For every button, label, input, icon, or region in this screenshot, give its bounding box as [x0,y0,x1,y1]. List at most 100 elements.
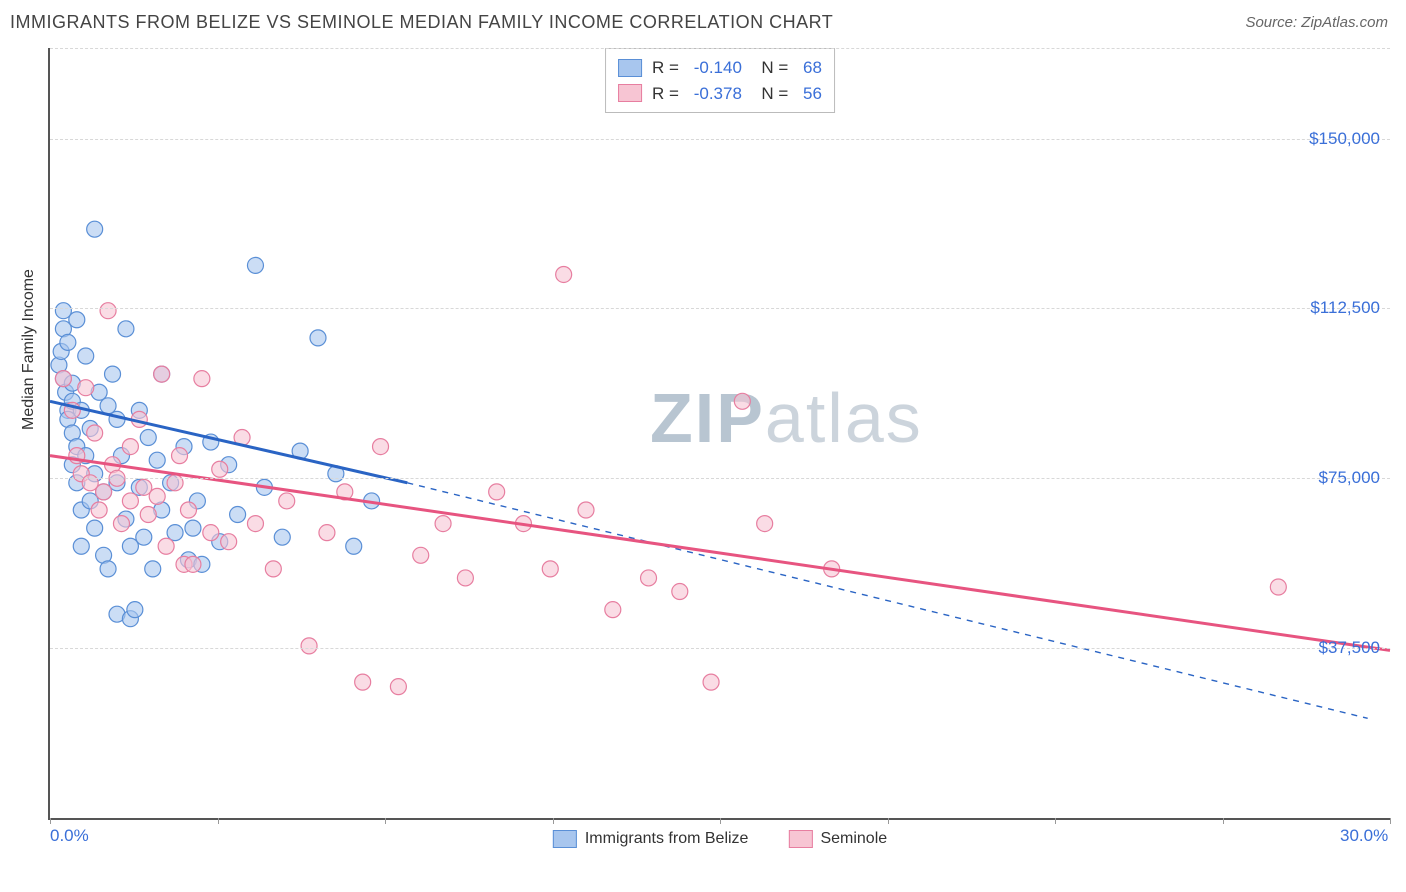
data-point [641,570,657,586]
series-label: Seminole [820,830,887,848]
data-point [73,502,89,518]
data-point [149,452,165,468]
data-point [122,538,138,554]
data-point [69,312,85,328]
data-point [154,502,170,518]
data-point [172,448,188,464]
data-point [96,484,112,500]
data-point [556,266,572,282]
data-point [82,420,98,436]
data-point [100,303,116,319]
data-point [1270,579,1286,595]
data-point [413,547,429,563]
data-point [122,611,138,627]
gridline [50,648,1390,649]
data-point [301,638,317,654]
series-legend-item: Seminole [788,830,887,848]
data-point [319,525,335,541]
data-point [113,448,129,464]
data-point [96,547,112,563]
chart-title: IMMIGRANTS FROM BELIZE VS SEMINOLE MEDIA… [10,12,833,33]
data-point [109,475,125,491]
data-point [203,525,219,541]
data-point [64,425,80,441]
data-point [91,502,107,518]
data-point [87,221,103,237]
data-point [140,430,156,446]
data-point [355,674,371,690]
data-point [163,475,179,491]
data-point [82,493,98,509]
data-point [87,425,103,441]
data-point [167,475,183,491]
data-point [51,357,67,373]
data-point [96,484,112,500]
data-point [734,393,750,409]
chart-svg [50,48,1390,818]
data-point [60,411,76,427]
data-point [53,343,69,359]
data-point [100,398,116,414]
data-point [346,538,362,554]
data-point [58,384,74,400]
plot-area: ZIPatlas R = -0.140 N = 68 R = -0.378 N … [48,48,1390,820]
data-point [757,516,773,532]
data-point [274,529,290,545]
data-point [64,375,80,391]
data-point [373,439,389,455]
data-point [230,507,246,523]
y-tick-label: $112,500 [1310,298,1380,318]
data-point [55,303,71,319]
data-point [127,602,143,618]
data-point [105,366,121,382]
data-point [542,561,558,577]
legend-swatch-pink [788,830,812,848]
chart-container: IMMIGRANTS FROM BELIZE VS SEMINOLE MEDIA… [0,0,1406,892]
data-point [247,516,263,532]
trend-line [50,456,1390,651]
data-point [60,334,76,350]
x-tick-mark [50,818,51,824]
data-point [176,439,192,455]
data-point [180,552,196,568]
data-point [703,674,719,690]
data-point [82,475,98,491]
data-point [180,502,196,518]
data-point [149,488,165,504]
data-point [194,556,210,572]
y-tick-label: $75,000 [1319,468,1380,488]
data-point [154,366,170,382]
data-point [113,516,129,532]
data-point [247,257,263,273]
data-point [457,570,473,586]
data-point [91,384,107,400]
data-point [672,584,688,600]
x-tick-mark [553,818,554,824]
x-tick-mark [1390,818,1391,824]
data-point [118,321,134,337]
data-point [435,516,451,532]
series-label: Immigrants from Belize [585,830,749,848]
x-tick-mark [218,818,219,824]
data-point [73,466,89,482]
data-point [78,380,94,396]
data-point [265,561,281,577]
data-point [136,529,152,545]
data-point [100,561,116,577]
data-point [154,366,170,382]
data-point [87,466,103,482]
series-legend: Immigrants from Belize Seminole [553,830,887,848]
data-point [194,371,210,387]
data-point [109,606,125,622]
x-tick-mark [720,818,721,824]
data-point [212,461,228,477]
data-point [69,439,85,455]
data-point [212,534,228,550]
data-point [122,493,138,509]
data-point [279,493,295,509]
data-point [310,330,326,346]
data-point [140,507,156,523]
data-point [131,479,147,495]
data-point [221,457,237,473]
data-point [390,679,406,695]
